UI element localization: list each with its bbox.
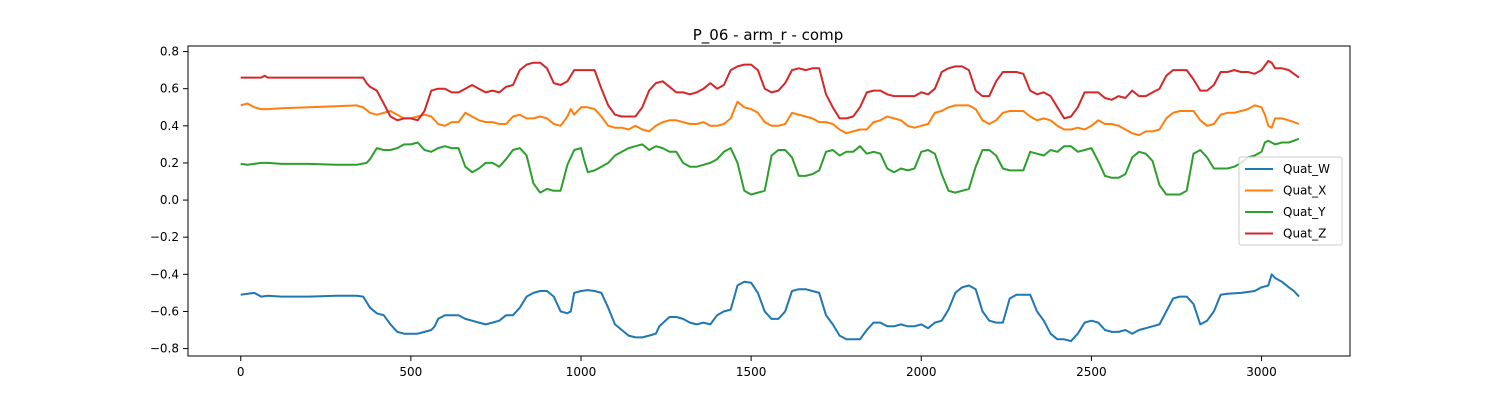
series-line-quat-x [240,100,1300,137]
y-tick-label: 0.4 [160,119,179,133]
x-tick-label: 2500 [1076,365,1107,379]
legend-label: Quat_Y [1283,205,1326,219]
x-tick-label: 0 [237,365,245,379]
y-tick-label: −0.4 [150,267,179,281]
axes-layer: 0 500 1000 1500 2000 2500 3000 −0.8 −0.6 −0.4 −0.2… [150,45,1351,379]
x-tick-label: 2000 [906,365,937,379]
y-tick-label: −0.6 [150,304,179,318]
x-tick-label: 1000 [566,365,597,379]
legend: Quat_W Quat_X Quat_Y Quat_Z [1238,156,1343,246]
series-line-quat-w [240,273,1300,343]
legend-label: Quat_W [1283,162,1330,176]
plot-area [188,46,1350,356]
legend-label: Quat_X [1283,184,1326,198]
legend-box [1238,156,1343,246]
chart-title: P_06 - arm_r - comp [693,26,843,45]
x-tick-label: 1500 [736,365,767,379]
y-tick-label: 0.6 [160,82,179,96]
axes-frame [187,45,1351,357]
y-tick-label: −0.8 [150,342,179,356]
y-tick-label: 0.8 [160,45,179,59]
series-line-quat-z [240,59,1300,122]
series-layer [240,59,1300,343]
y-tick-label: 0.2 [160,156,179,170]
x-tick-label: 500 [399,365,422,379]
y-tick-label: 0.0 [160,193,179,207]
y-tick-label: −0.2 [150,230,179,244]
series-line-quat-y [240,137,1300,196]
legend-label: Quat_Z [1283,227,1326,241]
plot-background [188,46,1350,356]
x-tick-label: 3000 [1246,365,1277,379]
